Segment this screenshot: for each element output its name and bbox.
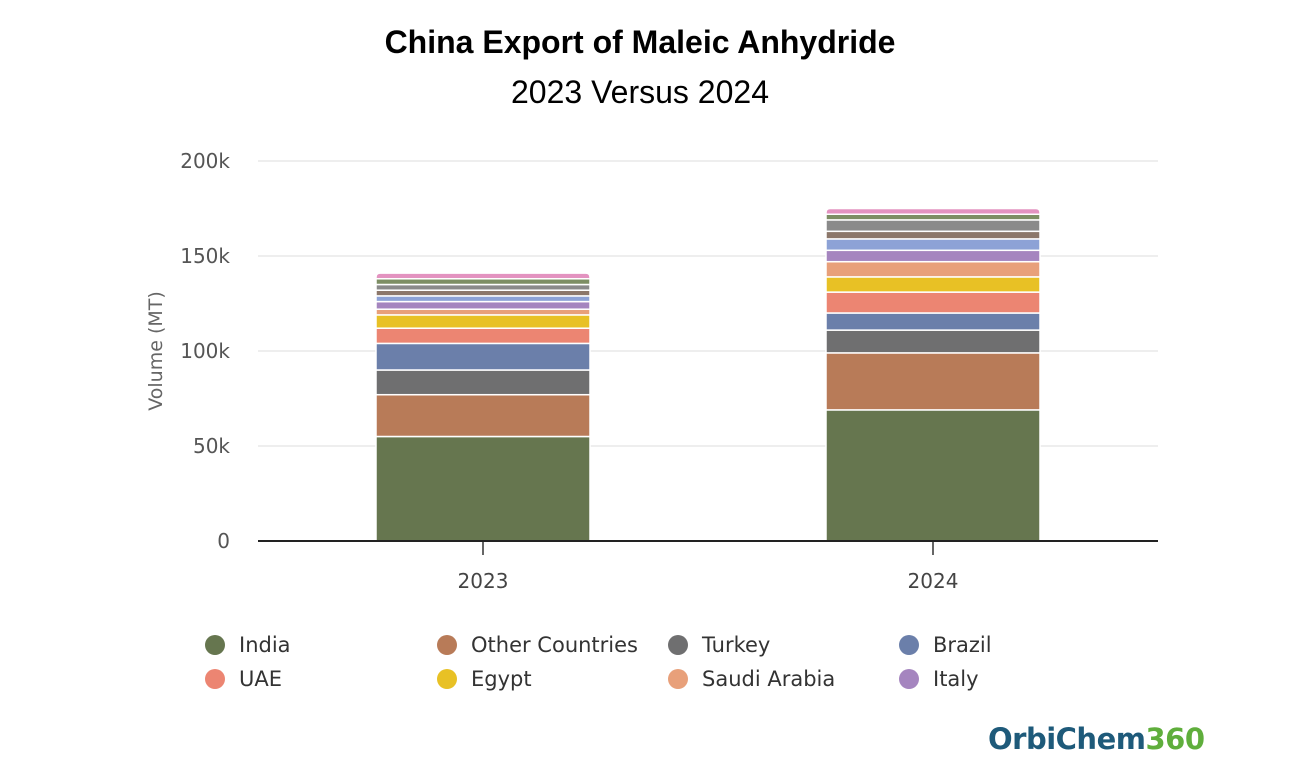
bar-segment [825,276,1041,293]
bar-segment [825,230,1041,240]
bar-segment [375,278,591,286]
bar-segment [375,369,591,396]
y-tick-label: 150k [180,244,230,268]
chart-title: China Export of Maleic Anhydride [384,24,896,60]
chart-subtitle: 2023 Versus 2024 [511,74,769,110]
bar-segment [375,272,591,280]
bar-segment [375,300,591,310]
logo-text-orbichem: OrbiChem [988,722,1146,756]
bar-segment [375,295,591,303]
x-tick-label: 2024 [908,569,959,593]
bar-segment [825,249,1041,263]
logo-text-360: 360 [1145,722,1205,756]
bar-segment [825,352,1041,411]
bar-segment [825,260,1041,278]
bar-segment [825,409,1041,542]
bar-segment [825,207,1041,215]
y-tick-label: 0 [217,529,230,553]
bar-segment [375,342,591,371]
bar-segment [375,283,591,291]
bar-segment [375,289,591,297]
bar-segment [375,327,591,345]
bar-segment [825,219,1041,233]
bar-segment [825,213,1041,221]
y-axis-label: Volume (MT) [145,291,167,411]
bar-segment [375,393,591,438]
bar-segment [375,308,591,316]
y-tick-label: 50k [193,434,230,458]
bar-segment [825,329,1041,354]
bar-segment [375,435,591,542]
y-tick-label: 200k [180,149,230,173]
bar-segment [825,238,1041,252]
bar-segment [375,314,591,329]
bar-segment [825,312,1041,331]
orbichem-logo: OrbiChem360 [988,722,1205,756]
y-tick-label: 100k [180,339,230,363]
x-tick-label: 2023 [458,569,509,593]
bar-segment [825,291,1041,314]
